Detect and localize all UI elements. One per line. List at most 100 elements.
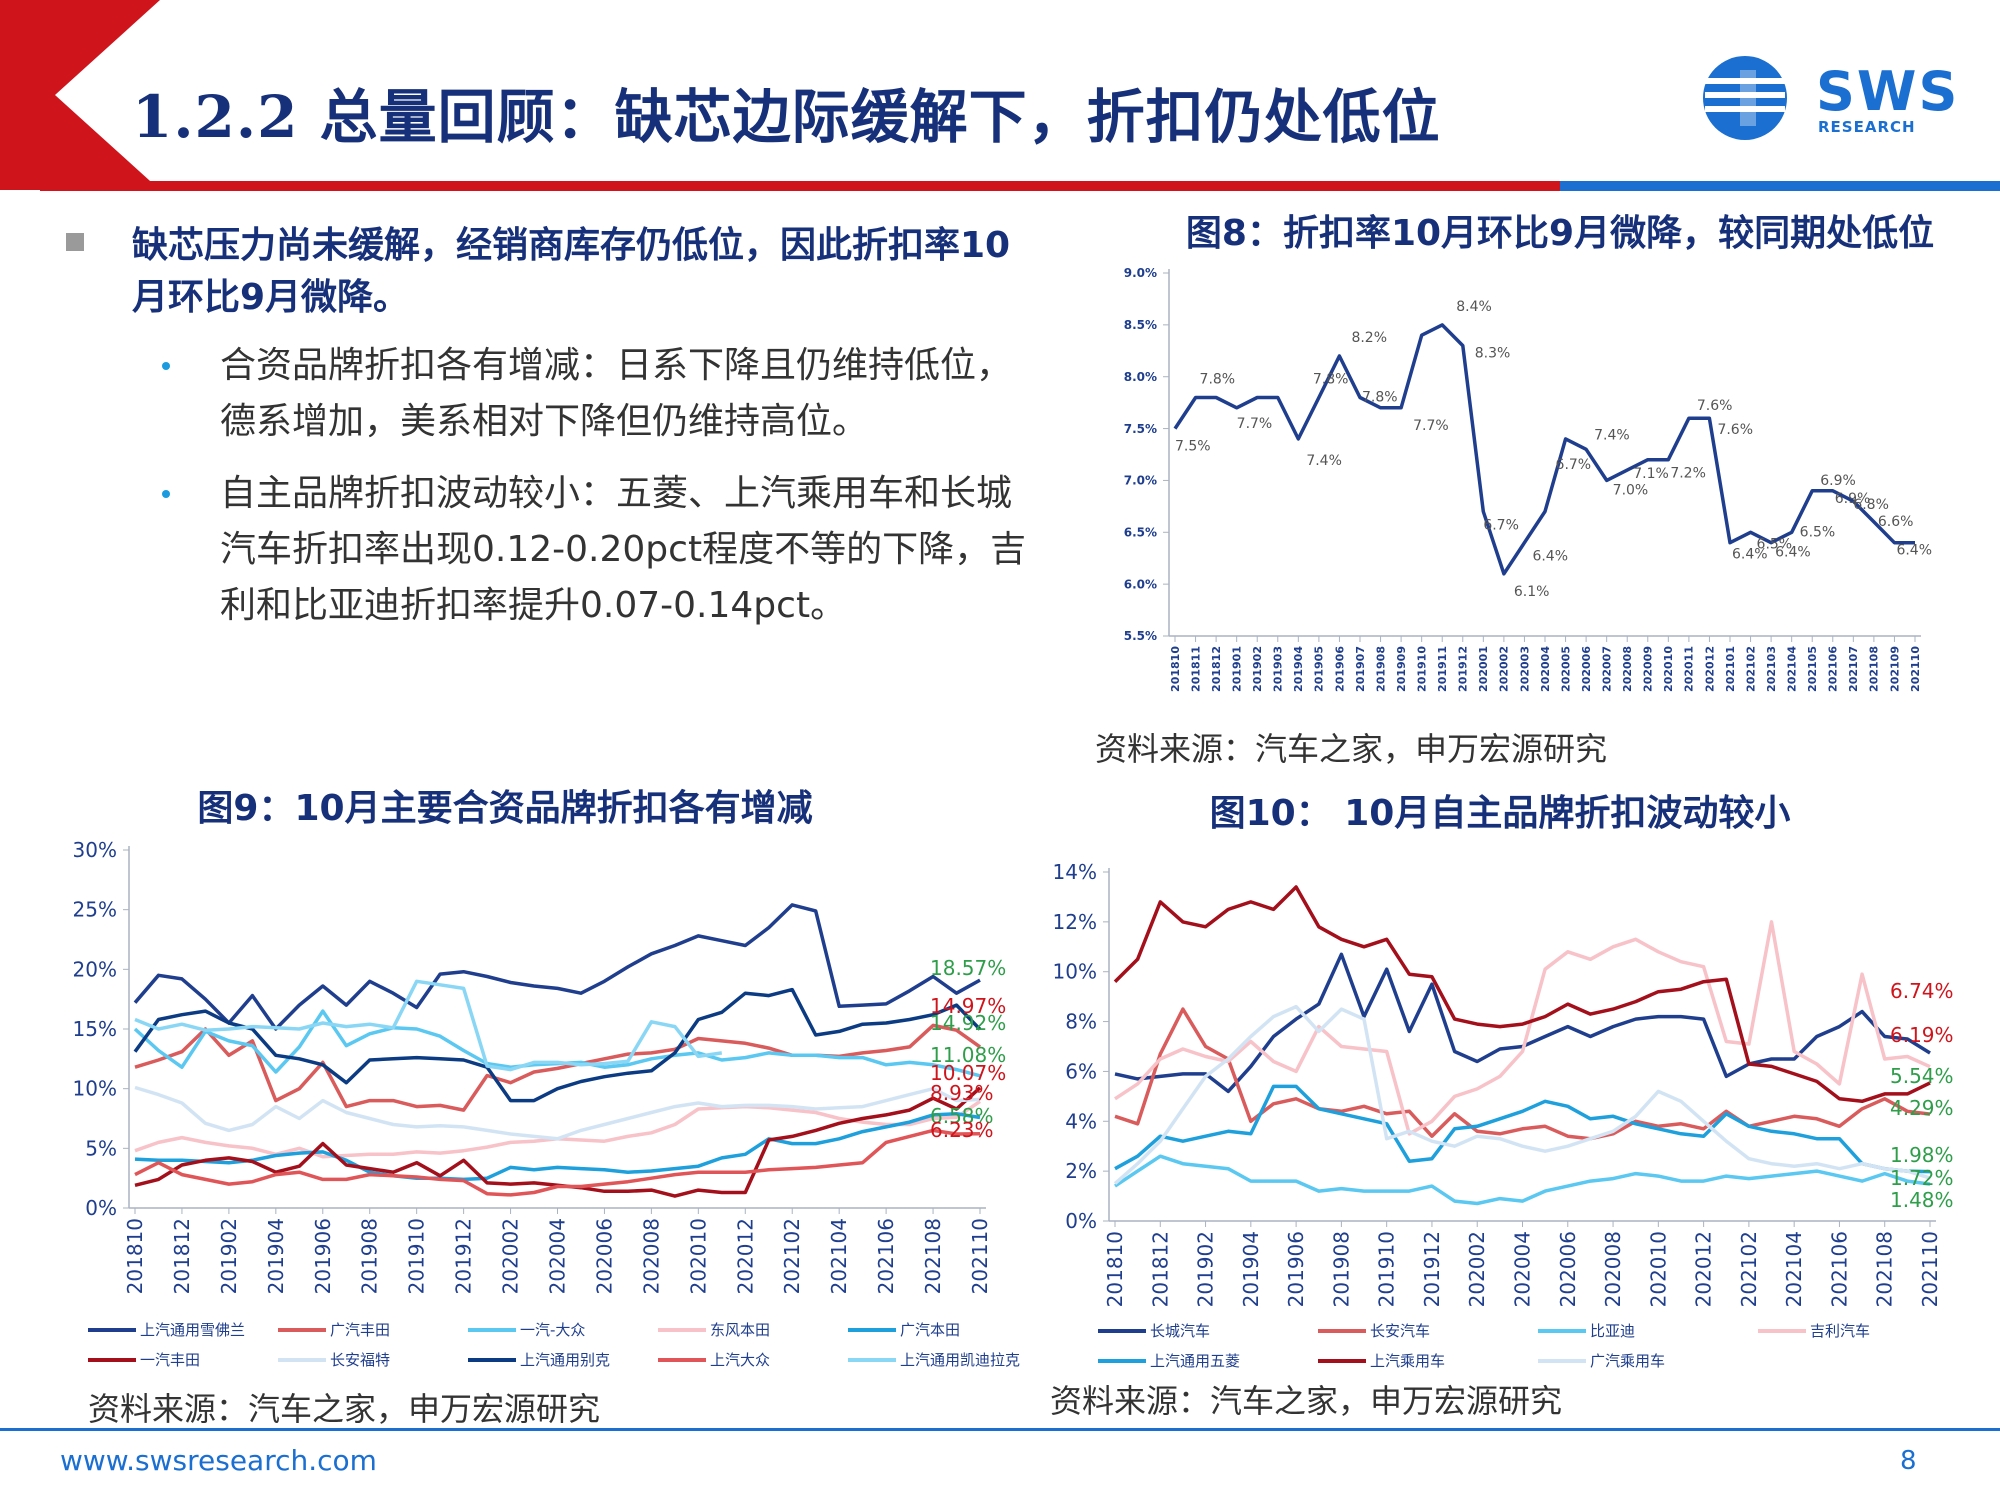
data-label: 7.2%: [1670, 466, 1706, 482]
sub-bullet-dot-icon: [162, 490, 170, 498]
x-tick-label: 202002: [1498, 646, 1511, 692]
x-tick-label: 202006: [592, 1218, 616, 1294]
y-tick-label: 5.5%: [1124, 629, 1157, 643]
series-line-上汽通用雪佛兰: [133, 903, 981, 1031]
x-tick-label: 201908: [1329, 1231, 1353, 1307]
y-tick-label: 8%: [1065, 1010, 1097, 1034]
x-tick-label: 202004: [1511, 1231, 1535, 1307]
x-tick-label: 202104: [827, 1218, 851, 1294]
x-tick-label: 202001: [1477, 646, 1490, 692]
x-tick-label: 201902: [217, 1218, 241, 1294]
series-line-长安福特: [134, 1085, 981, 1141]
data-label: 6.9%: [1835, 491, 1871, 507]
logo-wordmark: SWS: [1816, 60, 1960, 123]
x-tick-label: 202007: [1601, 646, 1614, 692]
legend-label: 上汽通用雪佛兰: [140, 1321, 245, 1339]
y-tick-label: 6.5%: [1124, 525, 1157, 539]
y-tick-label: 30%: [73, 838, 117, 862]
legend-label: 东风本田: [710, 1321, 770, 1339]
series-line-广汽本田: [134, 1111, 981, 1182]
x-tick-label: 202004: [1539, 646, 1552, 692]
x-tick-label: 201903: [1272, 646, 1285, 692]
y-tick-label: 10%: [73, 1077, 117, 1101]
x-tick-label: 202010: [1662, 646, 1675, 692]
data-label: 6.6%: [1878, 514, 1914, 530]
header-red-chevron: [0, 0, 160, 190]
x-tick-label: 202002: [1465, 1231, 1489, 1307]
logo-subtext: RESEARCH: [1818, 118, 1916, 136]
data-label: 8.2%: [1351, 330, 1387, 346]
x-tick-label: 201901: [1231, 646, 1244, 692]
data-label: 7.5%: [1175, 439, 1211, 455]
x-tick-label: 201904: [264, 1218, 288, 1294]
x-tick-label: 202010: [1646, 1231, 1670, 1307]
data-label: 7.6%: [1697, 398, 1733, 414]
legend-label: 上汽通用五菱: [1150, 1352, 1240, 1370]
data-label: 7.8%: [1313, 371, 1349, 387]
y-tick-label: 8.0%: [1124, 370, 1157, 384]
x-tick-label: 202006: [1556, 1231, 1580, 1307]
chart-title: 图10： 10月自主品牌折扣波动较小: [1210, 793, 1791, 834]
x-tick-label: 202008: [639, 1218, 663, 1294]
footer-url[interactable]: www.swsresearch.com: [60, 1444, 377, 1477]
end-value-label: 1.98%: [1890, 1143, 1954, 1167]
series-line-吉利汽车: [1114, 920, 1931, 1136]
x-tick-label: 201910: [1375, 1231, 1399, 1307]
end-value-label: 18.57%: [930, 956, 1006, 980]
data-label: 7.4%: [1594, 427, 1630, 443]
bullet-square-icon: [66, 233, 84, 251]
legend-label: 比亚迪: [1590, 1322, 1635, 1340]
y-tick-label: 0%: [85, 1196, 117, 1220]
x-tick-label: 202106: [874, 1218, 898, 1294]
legend-label: 上汽通用别克: [520, 1351, 610, 1369]
data-label: 6.5%: [1757, 536, 1793, 552]
series-line-上汽通用五菱: [1114, 1084, 1931, 1174]
end-value-label: 6.19%: [1890, 1023, 1954, 1047]
data-label: 6.4%: [1775, 545, 1811, 561]
x-tick-label: 202109: [1888, 646, 1901, 692]
x-tick-label: 202003: [1518, 646, 1531, 692]
data-label: 7.0%: [1613, 482, 1649, 498]
y-tick-label: 15%: [73, 1017, 117, 1041]
x-tick-label: 201910: [405, 1218, 429, 1294]
data-label: 7.6%: [1717, 422, 1753, 438]
legend-label: 长安汽车: [1370, 1322, 1430, 1340]
data-label: 8.4%: [1456, 299, 1492, 315]
x-tick-label: 201912: [452, 1218, 476, 1294]
chart-title: 图9：10月主要合资品牌折扣各有增减: [197, 788, 812, 829]
x-tick-label: 202104: [1786, 646, 1799, 692]
y-tick-label: 7.0%: [1124, 474, 1157, 488]
y-tick-label: 25%: [73, 898, 117, 922]
series-line-比亚迪: [1114, 1154, 1931, 1206]
legend-label: 广汽本田: [900, 1321, 960, 1339]
x-tick-label: 202101: [1724, 646, 1737, 692]
x-tick-label: 201810: [123, 1218, 147, 1294]
x-tick-label: 201912: [1420, 1231, 1444, 1307]
x-tick-label: 201911: [1436, 646, 1449, 692]
data-label: 6.9%: [1820, 473, 1856, 489]
x-tick-label: 201810: [1169, 646, 1182, 692]
x-tick-label: 201902: [1194, 1231, 1218, 1307]
x-tick-label: 202103: [1765, 646, 1778, 692]
x-tick-label: 201906: [1284, 1231, 1308, 1307]
chart-title: 图8：折扣率10月环比9月微降，较同期处低位: [1186, 213, 1934, 254]
series-line-长安汽车: [1114, 1007, 1931, 1141]
end-value-label: 11.08%: [930, 1043, 1006, 1067]
end-value-label: 4.29%: [1890, 1096, 1954, 1120]
x-tick-label: 202009: [1642, 646, 1655, 692]
x-tick-label: 202110: [1909, 646, 1922, 692]
series-line-上汽通用凯迪拉克: [134, 979, 723, 1072]
legend-label: 长安福特: [330, 1351, 390, 1369]
x-tick-label: 202106: [1827, 646, 1840, 692]
page-number: 8: [1900, 1446, 1917, 1476]
sub-bullet-text: 合资品牌折扣各有增减：日系下降且仍维持低位，德系增加，美系相对下降但仍维持高位。: [220, 345, 1013, 442]
data-label: 6.5%: [1800, 524, 1836, 540]
x-tick-label: 201906: [311, 1218, 335, 1294]
series-line-东风本田: [134, 1099, 981, 1159]
series-line-上汽大众: [134, 1128, 981, 1197]
end-value-label: 1.72%: [1890, 1166, 1954, 1190]
x-tick-label: 202012: [1703, 646, 1716, 692]
chart-source: 资料来源：汽车之家，申万宏源研究: [1095, 730, 1607, 768]
data-label: 6.8%: [1853, 497, 1889, 513]
end-value-label: 5.54%: [1890, 1064, 1954, 1088]
